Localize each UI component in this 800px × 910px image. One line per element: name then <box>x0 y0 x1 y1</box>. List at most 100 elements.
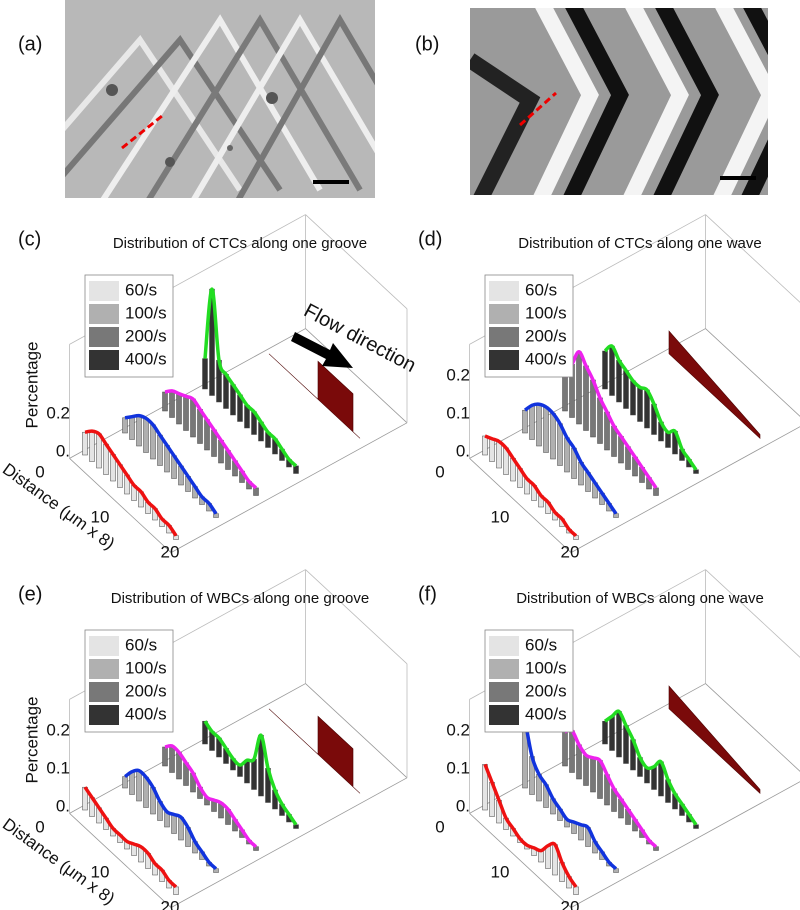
x-tick-label: 0 <box>435 462 444 481</box>
y-axis-label: Percentage <box>22 342 41 429</box>
bar <box>136 770 142 802</box>
legend-swatch <box>89 281 119 301</box>
bar <box>183 396 189 431</box>
legend-swatch <box>489 327 519 347</box>
bar <box>143 418 149 453</box>
y-tick-label: 0.2 <box>446 365 470 384</box>
bar <box>190 398 196 438</box>
x-tick-label: 0 <box>35 817 44 836</box>
fit-curve <box>523 402 618 515</box>
panel-label: (f) <box>418 583 437 605</box>
bar <box>693 469 699 474</box>
bar <box>162 746 168 767</box>
panel-title: Distribution of WBCs along one groove <box>111 590 369 607</box>
bar <box>630 380 636 416</box>
legend-swatch <box>489 636 519 656</box>
image-label: (a) <box>18 33 42 55</box>
legend-label: 200/s <box>525 326 567 345</box>
panel: (e) Distribution of WBCs along one groove… <box>0 569 408 910</box>
x-tick-label: 20 <box>561 897 580 910</box>
legend-label: 400/s <box>125 349 167 368</box>
wall <box>668 330 761 439</box>
floor-edge <box>170 422 408 553</box>
legend-label: 200/s <box>125 326 167 345</box>
y-tick-label: 0. <box>56 441 70 460</box>
fit-curve <box>164 389 258 490</box>
legend-label: 400/s <box>525 704 567 723</box>
legend-label: 100/s <box>125 303 167 322</box>
y-tick-label: 0. <box>56 796 70 815</box>
fit-curve <box>203 287 298 468</box>
legend-swatch <box>489 350 519 370</box>
floor-edge <box>305 328 408 424</box>
y-tick-label: 0. <box>456 441 470 460</box>
fit-curve <box>83 786 178 889</box>
fit-curve <box>203 720 298 826</box>
bar <box>171 814 177 834</box>
bar <box>583 365 589 431</box>
legend-label: 60/s <box>525 635 557 654</box>
bar <box>613 513 619 518</box>
bar <box>129 771 135 795</box>
bar <box>651 766 657 790</box>
legend-swatch <box>489 705 519 725</box>
bar <box>543 406 549 453</box>
frame-edge <box>705 214 800 303</box>
bar <box>653 487 659 496</box>
y-tick-label: 0.2 <box>46 403 70 422</box>
panel-label: (c) <box>18 228 41 250</box>
legend-label: 400/s <box>525 349 567 368</box>
bar <box>293 824 299 829</box>
bar <box>213 513 219 518</box>
floor-edge <box>469 458 572 553</box>
bar <box>293 465 299 474</box>
legend-label: 60/s <box>125 280 157 299</box>
floor-edge <box>570 426 800 553</box>
floor-edge <box>170 777 408 908</box>
legend-label: 400/s <box>125 704 167 723</box>
bar <box>583 754 589 786</box>
floor-edge <box>705 683 800 772</box>
bar <box>136 415 142 447</box>
fit-curve <box>603 344 698 471</box>
legend-swatch <box>89 682 119 702</box>
floor-edge <box>69 458 172 553</box>
legend-label: 200/s <box>125 681 167 700</box>
legend-swatch <box>89 350 119 370</box>
image-label: (b) <box>415 33 439 55</box>
bar <box>169 390 175 418</box>
panel: (c) Distribution of CTCs along one groove… <box>0 214 419 561</box>
bar <box>536 403 542 447</box>
bar <box>173 886 179 895</box>
fit-curve <box>123 768 218 871</box>
bar <box>129 416 135 440</box>
y-axis-label: Percentage <box>22 697 41 784</box>
y-tick-label: 0.1 <box>446 758 470 777</box>
bar <box>522 409 528 434</box>
bar <box>578 824 584 841</box>
bar <box>482 435 488 456</box>
bar <box>89 430 95 462</box>
frame-edge <box>705 569 800 658</box>
floor-edge <box>469 683 706 814</box>
micrograph-a <box>65 0 375 198</box>
bar <box>496 441 502 469</box>
frame-edge <box>305 569 408 665</box>
panel: (d) Distribution of CTCs along one wave 0.… <box>418 214 800 561</box>
legend-swatch <box>489 304 519 324</box>
y-tick-label: 0.1 <box>446 403 470 422</box>
floor-edge <box>69 328 306 459</box>
legend-swatch <box>89 636 119 656</box>
x-tick-label: 10 <box>91 862 110 881</box>
bar <box>609 716 615 751</box>
legend-label: 100/s <box>525 658 567 677</box>
x-tick-label: 10 <box>491 507 510 526</box>
bar <box>173 535 179 540</box>
bar <box>82 431 88 456</box>
bar <box>253 846 259 851</box>
floor-edge <box>469 813 572 908</box>
wall <box>268 708 361 794</box>
flow-arrow <box>291 332 353 368</box>
bar <box>602 350 608 390</box>
